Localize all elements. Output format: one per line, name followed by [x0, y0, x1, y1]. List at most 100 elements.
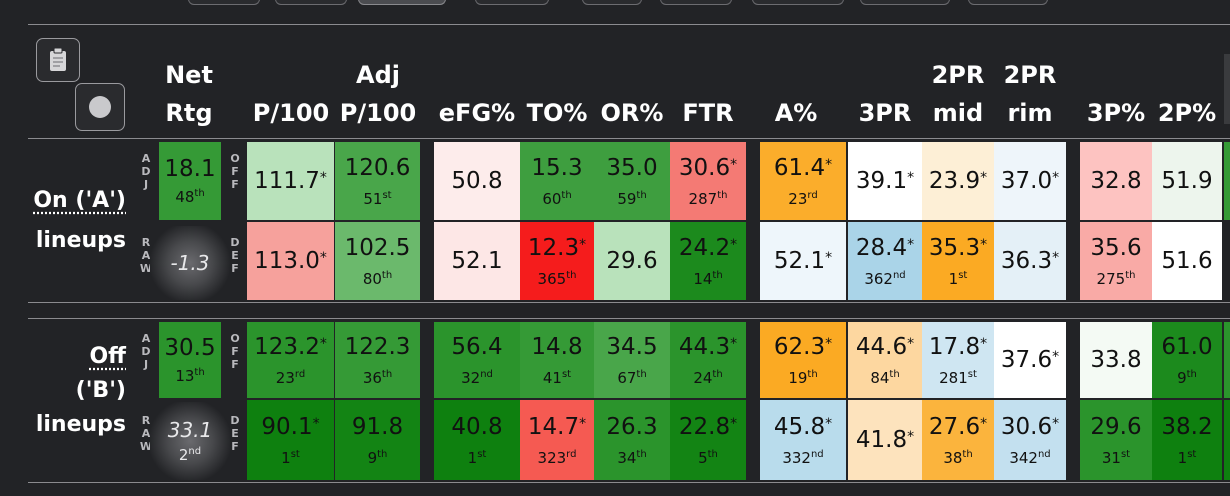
stat-value: 30.6*: [678, 154, 738, 181]
stat-cell-ftr-a-off: 30.6* 287th: [670, 142, 746, 220]
net-rtg-raw-a: -1.3: [150, 226, 230, 300]
group-divider-top: [28, 302, 1230, 303]
stat-cell-2pr-rim-b-def: 30.6* 342nd: [994, 400, 1066, 480]
stat-cell-2pr-rim-b-off: 37.6*: [994, 322, 1066, 398]
stat-cell-3p-a-def: 35.6 275th: [1080, 222, 1152, 300]
stat-cell-or-a-def: 29.6: [594, 222, 670, 300]
stat-cell-2p-b-off: 61.0 9th: [1152, 322, 1222, 398]
stat-value: 50.8: [451, 168, 503, 194]
top-tab-button[interactable]: [968, 0, 1048, 5]
stat-cell-p100-a-off: 111.7*: [247, 142, 334, 220]
top-tab-button[interactable]: [582, 0, 642, 5]
header-efg[interactable]: eFG%: [438, 99, 516, 127]
top-tab-button[interactable]: [275, 0, 347, 5]
stat-cell-3p-b-off: 33.8: [1080, 322, 1152, 398]
stat-cell-2p-a-off: 51.9: [1152, 142, 1222, 220]
group-a-label: On ('A') lineups: [33, 188, 126, 253]
header-2pr-rim[interactable]: 2PR rim: [1003, 61, 1057, 127]
header-3pr[interactable]: 3PR: [858, 99, 912, 127]
stat-cell-to-b-def: 14.7* 323rd: [520, 400, 594, 480]
stat-rank: 60th: [542, 189, 572, 208]
top-tab-button[interactable]: [660, 0, 732, 5]
stat-rank: 51st: [363, 189, 392, 208]
header-or[interactable]: OR%: [600, 99, 664, 127]
group-b-label: Off ('B') lineups: [35, 344, 126, 437]
stat-rank: 1st: [1177, 448, 1197, 467]
top-tab-button[interactable]: [860, 0, 950, 5]
stat-rank: 365th: [537, 269, 577, 288]
header-net-rtg[interactable]: Net Rtg: [165, 61, 213, 127]
header-p100[interactable]: P/100: [252, 99, 330, 127]
stat-value: 28.4*: [855, 234, 915, 261]
stat-value: 120.6: [344, 154, 411, 181]
toggle-button[interactable]: [75, 83, 125, 131]
stat-value: 35.6: [1090, 234, 1142, 261]
stat-value: 122.3: [344, 333, 411, 360]
stat-cell-2pr-mid-b-def: 27.6* 38th: [922, 400, 994, 480]
stat-rank: 362nd: [864, 269, 906, 288]
stat-value: 111.7*: [254, 168, 327, 194]
header-adj-p100[interactable]: Adj P/100: [339, 61, 417, 127]
stat-cell-efg-a-off: 50.8: [434, 142, 520, 220]
stat-cell-3pr-a-off: 39.1*: [848, 142, 922, 220]
stat-cell-2pr-rim-a-off: 37.0*: [994, 142, 1066, 220]
copy-clipboard-button[interactable]: [36, 38, 80, 82]
header-ftr[interactable]: FTR: [682, 99, 734, 127]
stat-value: 12.3*: [527, 234, 587, 261]
stat-rank: 36th: [362, 368, 393, 387]
header-2p[interactable]: 2P%: [1157, 99, 1217, 127]
stat-value: 61.0: [1161, 333, 1213, 360]
stat-rank: 41st: [542, 368, 572, 387]
header-2pr-mid[interactable]: 2PR mid: [931, 61, 985, 127]
stat-rank: 31st: [1101, 448, 1131, 467]
header-a[interactable]: A%: [774, 99, 818, 127]
stat-rank: 23rd: [788, 189, 818, 208]
stat-value: 33.8: [1090, 347, 1142, 373]
top-tab-button[interactable]: [475, 0, 549, 5]
stat-value: 52.1: [451, 248, 503, 274]
stat-cell-a-a-def: 52.1*: [760, 222, 846, 300]
top-tab-button[interactable]: [752, 0, 844, 5]
stat-cell-to-a-def: 12.3* 365th: [520, 222, 594, 300]
stat-cell-3p-b-def: 29.6 31st: [1080, 400, 1152, 480]
stat-value: 17.8*: [928, 333, 988, 360]
stat-value: 35.3*: [928, 234, 988, 261]
stat-cell-overflow: [1224, 400, 1230, 480]
stat-value: 40.8: [451, 413, 503, 440]
stat-value: 91.8: [351, 413, 404, 440]
stat-value: 52.1*: [773, 248, 833, 274]
table-bottom-border: [28, 482, 1230, 483]
stat-rank: 1st: [467, 448, 487, 467]
stat-value: 38.2: [1161, 413, 1213, 440]
stat-cell-adj-p100-a-def: 102.5 80th: [335, 222, 420, 300]
stat-value: 14.7*: [527, 413, 587, 440]
stat-value: 113.0*: [254, 248, 327, 274]
stat-cell-a-a-off: 61.4* 23rd: [760, 142, 846, 220]
stat-cell-ftr-b-def: 22.8* 5th: [670, 400, 746, 480]
stat-rank: 38th: [943, 448, 973, 467]
stat-value: 51.6: [1161, 248, 1213, 274]
top-tab-button-active[interactable]: [358, 0, 446, 5]
stat-cell-3pr-a-def: 28.4* 362nd: [848, 222, 922, 300]
stat-value: 35.0: [606, 154, 658, 181]
net-rtg-adj-b: 30.5 13th: [159, 322, 221, 398]
top-tab-button[interactable]: [188, 0, 260, 5]
stat-value: 34.5: [606, 333, 658, 360]
header-3p[interactable]: 3P%: [1086, 99, 1146, 127]
stat-value: 39.1*: [855, 168, 915, 194]
stat-cell-to-b-off: 14.8 41st: [520, 322, 594, 398]
stat-cell-a-b-def: 45.8* 332nd: [760, 400, 846, 480]
stat-rank: 9th: [367, 448, 388, 467]
stat-cell-adj-p100-b-def: 91.8 9th: [335, 400, 420, 480]
header-to[interactable]: TO%: [526, 99, 588, 127]
stat-cell-2p-b-def: 38.2 1st: [1152, 400, 1222, 480]
stat-rank: 80th: [362, 269, 393, 288]
header-divider: [28, 138, 1230, 139]
stat-value: 45.8*: [773, 413, 833, 440]
stat-value: 61.4*: [773, 154, 833, 181]
